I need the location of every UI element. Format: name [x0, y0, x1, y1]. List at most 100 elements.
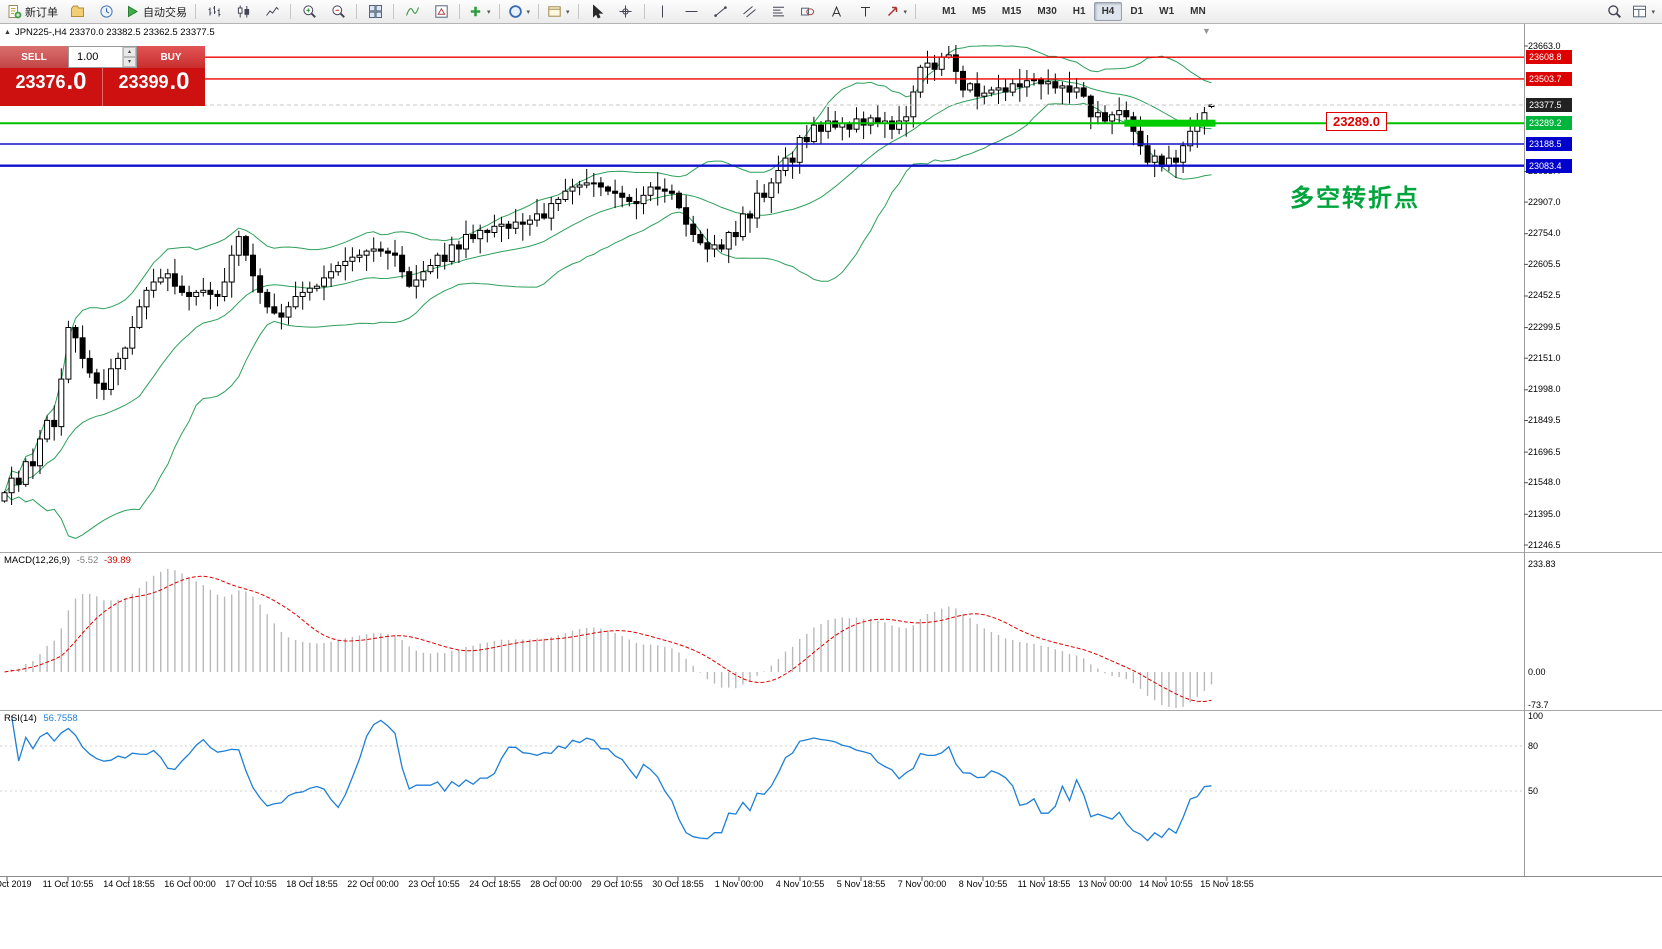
auto-trading-icon [128, 5, 138, 18]
volume-up-icon[interactable]: ▴ [123, 47, 136, 57]
new-order-button[interactable]: 新订单 [3, 1, 62, 23]
buy-button[interactable]: BUY [137, 46, 205, 68]
price-axis-badge: 23608.8 [1526, 50, 1572, 65]
add-indicator-button[interactable]: ▾ [464, 1, 495, 23]
history-center-button[interactable] [92, 1, 120, 23]
macd-signal-value: -39.89 [103, 555, 131, 566]
one-click-trading-panel: SELL 1.00 ▴ ▾ BUY 23376.0 23399.0 [0, 46, 205, 106]
price-axis-badge: 23377.5 [1526, 97, 1572, 112]
toolbar-separator [538, 4, 540, 19]
symbol-ohlc-text: JPN225-,H4 23370.0 23382.5 23362.5 23377… [14, 27, 215, 38]
timeframe-m30-button[interactable]: M30 [1037, 6, 1057, 17]
caret-down-icon: ▾ [526, 8, 531, 16]
cursor-button[interactable] [583, 1, 611, 23]
candle-chart-button[interactable] [229, 1, 257, 23]
text-icon [832, 5, 842, 17]
periods-icon [508, 5, 522, 18]
text-button[interactable] [823, 1, 851, 23]
time-axis-label: 17 Oct 10:55 [225, 879, 277, 889]
collapse-icon[interactable]: ▲ [4, 29, 11, 36]
timeframe-h4-button[interactable]: H4 [1093, 2, 1123, 21]
price-pip-digits: .0 [66, 68, 87, 95]
timeframe-m5-button[interactable]: M5 [971, 6, 986, 17]
time-axis-label: 1 Nov 00:00 [714, 879, 764, 889]
volume-spinner[interactable]: 1.00 ▴ ▾ [68, 46, 137, 68]
time-axis-label: 11 Oct 10:55 [42, 879, 94, 889]
time-axis-label: 14 Nov 10:55 [1139, 879, 1193, 889]
sell-button[interactable]: SELL [0, 46, 68, 68]
timeframe-w1-button[interactable]: W1 [1159, 6, 1175, 17]
layouts-button[interactable]: ▾ [1628, 1, 1659, 23]
trendline-button[interactable] [707, 1, 735, 23]
price-axis-label: 22299.5 [1528, 322, 1561, 333]
fibonacci-button[interactable] [765, 1, 793, 23]
objects-list-icon [434, 5, 448, 18]
objects-list-button[interactable] [427, 1, 455, 23]
timeframe-h1-button[interactable]: H1 [1072, 6, 1086, 17]
horizontal-line-icon [685, 11, 698, 12]
timeframe-m15-button[interactable]: M15 [1001, 6, 1022, 17]
timeframe-m1-button[interactable]: M1 [942, 6, 956, 17]
cursor-icon [593, 4, 604, 19]
price-axis-badge: 23503.7 [1526, 71, 1572, 86]
price-axis-label: 22452.5 [1528, 290, 1561, 301]
macd-label: MACD(12,26,9) -5.52 -39.89 [4, 555, 131, 566]
tile-windows-button[interactable] [361, 1, 389, 23]
layouts-icon [1633, 5, 1647, 18]
rsi-name: RSI(14) [4, 713, 37, 724]
auto-trading-button[interactable]: 自动交易 [121, 1, 191, 23]
time-axis-label: 11 Nov 18:55 [1017, 879, 1071, 889]
volume-down-icon[interactable]: ▾ [123, 57, 136, 67]
caret-down-icon: ▾ [487, 8, 491, 16]
periods-button[interactable]: ▾ [504, 1, 535, 23]
shapes-button[interactable] [794, 1, 822, 23]
symbol-info: ▲ JPN225-,H4 23370.0 23382.5 23362.5 233… [4, 27, 215, 38]
caret-down-icon: ▾ [566, 8, 570, 16]
history-center-icon [99, 5, 113, 18]
zoom-in-button[interactable] [295, 1, 323, 23]
price-axis-label: 21548.0 [1528, 477, 1561, 488]
crosshair-button[interactable] [612, 1, 640, 23]
time-axis-label: 15 Nov 18:55 [1200, 879, 1254, 889]
toolbar-separator [356, 4, 357, 19]
zoom-out-button[interactable] [324, 1, 352, 23]
chart-profiles-button[interactable] [63, 1, 91, 23]
horizontal-line-button[interactable] [678, 1, 706, 23]
candle-chart-icon [237, 5, 249, 18]
search-button[interactable] [1600, 1, 1628, 23]
templates-button[interactable]: ▾ [543, 1, 574, 23]
time-axis-label: 14 Oct 18:55 [103, 879, 155, 889]
arrows-button[interactable]: ▾ [881, 1, 912, 23]
timeframe-d1-button[interactable]: D1 [1130, 6, 1144, 17]
bars-chart-button[interactable] [200, 1, 228, 23]
sell-price[interactable]: 23376.0 [0, 68, 103, 106]
timeframe-mn-button[interactable]: MN [1190, 6, 1206, 17]
chart-shift-marker[interactable]: ▼ [1202, 26, 1211, 36]
price-level-label[interactable]: 23289.0 [1326, 112, 1387, 131]
price-axis-label: 22151.0 [1528, 352, 1561, 363]
vertical-line-button[interactable] [649, 1, 677, 23]
time-axis-label: 4 Nov 10:55 [775, 879, 825, 889]
price-axis-label: 21998.0 [1528, 384, 1561, 395]
auto-trading-label: 自动交易 [143, 6, 187, 19]
bars-chart-icon [208, 6, 220, 17]
time-axis-label: 16 Oct 00:00 [164, 879, 216, 889]
toolbar-separator [577, 4, 579, 19]
price-axis-badge: 23289.2 [1526, 116, 1572, 131]
timeframe-group: M1 M5 M15 M30 H1 H4 D1 W1 MN [934, 2, 1214, 21]
toolbar-right-group: ▾ [1600, 1, 1659, 23]
label-button[interactable] [852, 1, 880, 23]
line-chart-button[interactable] [258, 1, 286, 23]
new-order-label: 新订单 [25, 6, 58, 19]
vertical-line-icon [662, 5, 664, 18]
indicators-button[interactable] [398, 1, 426, 23]
channel-button[interactable] [736, 1, 764, 23]
zoom-out-icon [331, 5, 345, 18]
buy-price[interactable]: 23399.0 [103, 68, 205, 106]
toolbar-separator [393, 4, 394, 19]
rsi-label: RSI(14) 56.7558 [4, 713, 78, 724]
price-axis-label: 22907.0 [1528, 196, 1561, 207]
time-axis-label: 28 Oct 00:00 [530, 879, 582, 889]
macd-name: MACD(12,26,9) [4, 555, 70, 566]
